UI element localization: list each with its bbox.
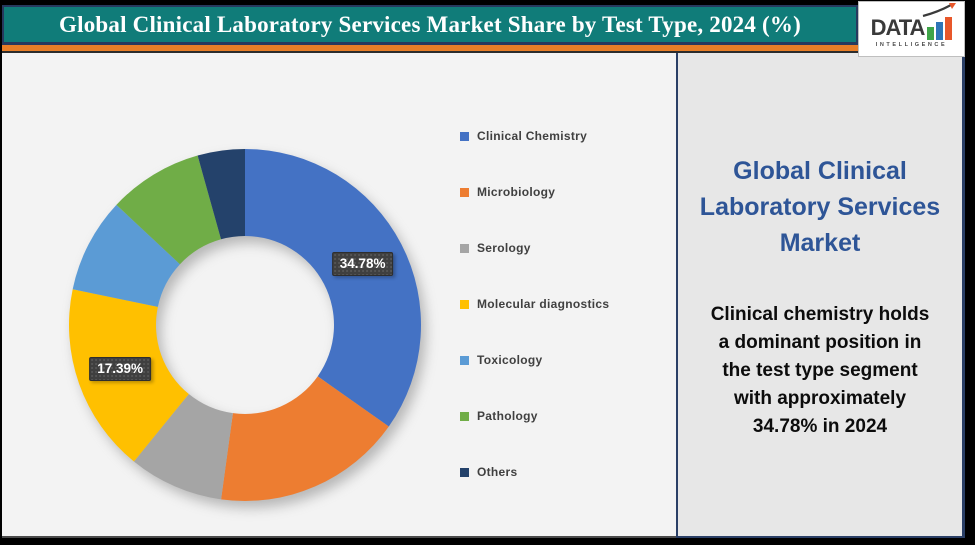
legend-marker-icon xyxy=(460,467,469,477)
slice-pathology xyxy=(116,155,222,265)
summary-panel: Global Clinical Laboratory Services Mark… xyxy=(676,53,965,538)
chart-legend: Clinical Chemistry Microbiology Serology Mo… xyxy=(460,128,609,480)
summary-title: Global Clinical Laboratory Services Mark… xyxy=(699,157,941,257)
brand-logo: DATA INTELLIGENCE xyxy=(858,1,965,57)
legend-item-toxicology: Toxicology xyxy=(460,352,609,368)
donut-chart xyxy=(69,149,422,501)
slice-others xyxy=(197,149,245,240)
legend-marker-icon xyxy=(460,187,469,197)
slice-serology xyxy=(133,394,233,500)
legend-label: Pathology xyxy=(477,409,538,423)
logo-bar-blue xyxy=(936,22,944,40)
legend-item-pathology: Pathology xyxy=(460,408,609,424)
accent-strip xyxy=(2,44,858,53)
logo-bar-orange xyxy=(945,17,953,40)
slice-clinical-chemistry xyxy=(245,149,422,427)
slice-value-label-molecular-diagnostics: 17.39% xyxy=(89,357,152,382)
logo-wordmark: DATA xyxy=(870,15,926,40)
slice-microbiology xyxy=(221,376,389,501)
legend-label: Molecular diagnostics xyxy=(477,297,610,311)
chart-area: 34.78% 17.39% Clinical Chemistry Microbiol… xyxy=(2,53,676,538)
header-bar: Global Clinical Laboratory Services Mark… xyxy=(2,5,858,44)
legend-item-molecular-diagnostics: Molecular diagnostics xyxy=(460,296,609,312)
legend-item-microbiology: Microbiology xyxy=(460,184,609,200)
legend-marker-icon xyxy=(460,131,469,141)
legend-marker-icon xyxy=(460,299,469,309)
slice-value-label-clinical-chemistry: 34.78% xyxy=(331,252,394,277)
logo-bar-green xyxy=(927,27,935,40)
legend-item-others: Others xyxy=(460,464,609,480)
legend-label: Others xyxy=(477,465,518,479)
legend-label: Microbiology xyxy=(477,185,556,199)
legend-marker-icon xyxy=(460,355,469,365)
legend-marker-icon xyxy=(460,243,469,253)
chart-title: Global Clinical Laboratory Services Mark… xyxy=(59,11,801,37)
logo-subtext: INTELLIGENCE xyxy=(875,42,948,48)
bar-chart-icon xyxy=(927,17,953,40)
legend-label: Toxicology xyxy=(477,353,543,367)
summary-description: Clinical chemistry holds a dominant posi… xyxy=(710,304,930,437)
legend-label: Serology xyxy=(477,241,531,255)
legend-marker-icon xyxy=(460,411,469,421)
legend-item-clinical-chemistry: Clinical Chemistry xyxy=(460,128,609,144)
slice-toxicology xyxy=(72,204,180,307)
growth-arrow-icon xyxy=(923,3,957,17)
legend-label: Clinical Chemistry xyxy=(477,129,588,143)
logo-row: DATA xyxy=(870,3,957,40)
legend-item-serology: Serology xyxy=(460,240,609,256)
